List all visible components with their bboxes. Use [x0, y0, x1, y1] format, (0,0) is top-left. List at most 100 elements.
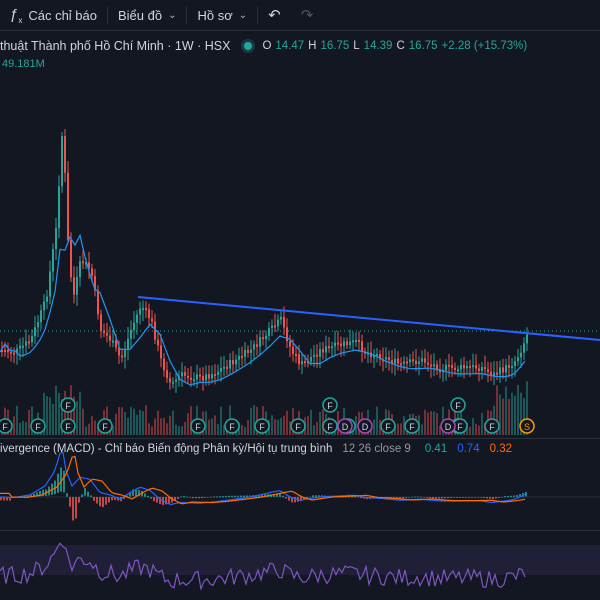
volume-bar [499, 394, 501, 435]
volume-bar [88, 423, 90, 435]
volume-bar [421, 424, 423, 435]
resistance-trendline [137, 296, 600, 341]
undo-button[interactable]: ↶ [258, 0, 291, 30]
macd-histogram-bar [321, 495, 323, 498]
event-marker [380, 418, 396, 434]
candle-body [163, 358, 165, 371]
pane-divider [0, 438, 600, 439]
candle-body [181, 372, 183, 377]
event-marker [322, 418, 338, 434]
event-marker [190, 418, 206, 434]
volume-bar [439, 425, 441, 435]
volume-bar [211, 418, 213, 435]
candle-body [193, 379, 195, 382]
volume-bar [220, 406, 222, 435]
volume-bar [253, 405, 255, 435]
macd-histogram-bar [63, 470, 65, 493]
candle-body [436, 364, 438, 371]
candle-body [19, 345, 21, 349]
candle-body [241, 355, 243, 358]
macd-histogram-bar [147, 495, 149, 498]
macd-histogram-bar [426, 497, 428, 498]
candle-body [52, 249, 54, 272]
candle-body [463, 364, 465, 369]
candle-body [103, 330, 105, 333]
volume-bar [52, 404, 54, 435]
candle-body [55, 228, 57, 250]
macd-histogram-bar [492, 497, 494, 500]
candle-body [505, 365, 507, 373]
macd-histogram-bar [129, 492, 131, 497]
candle-body [409, 359, 411, 363]
macd-histogram-bar [96, 497, 98, 504]
macd-histogram-bar [459, 497, 461, 498]
volume-bar [322, 409, 324, 435]
redo-icon: ↷ [300, 7, 314, 24]
event-marker [322, 397, 338, 413]
candle-body [502, 367, 504, 373]
candle-body [400, 363, 402, 366]
volume-bar [46, 396, 48, 435]
macd-line-value: 0.74 [457, 443, 480, 455]
candle-body [421, 358, 423, 362]
macd-histogram-bar [273, 494, 275, 497]
chart-type-dropdown[interactable]: Biểu đồ ⌄ [108, 0, 186, 30]
candle-body [91, 268, 93, 276]
event-marker [254, 418, 270, 434]
macd-histogram-bar [354, 496, 356, 498]
macd-histogram-bar [39, 491, 41, 497]
volume-bar [151, 426, 153, 435]
macd-histogram-bar [201, 497, 203, 499]
event-marker-label: F [2, 422, 8, 432]
candle-body [223, 366, 225, 369]
candle-body [187, 375, 189, 378]
event-marker [60, 418, 76, 434]
candle-body [73, 277, 75, 295]
macd-histogram-bar [348, 496, 350, 498]
macd-histogram-bar [24, 495, 26, 498]
dividend-marker [337, 418, 353, 434]
volume-bar [58, 392, 60, 435]
macd-histogram-bar [441, 497, 443, 499]
macd-histogram-bar [282, 495, 284, 498]
candle-body [142, 308, 144, 311]
event-marker-label: F [455, 401, 461, 411]
volume-bar [247, 420, 249, 435]
macd-hist-value: 0.41 [424, 443, 448, 455]
candle-body [337, 342, 339, 345]
event-marker-label: F [65, 401, 71, 411]
candle-body [466, 366, 468, 369]
macd-histogram-bar [84, 488, 86, 496]
macd-histogram-bar [177, 497, 179, 499]
macd-histogram-bar [399, 497, 401, 499]
volume-bar [172, 410, 174, 435]
candle-body [40, 310, 42, 323]
macd-histogram-bar [81, 494, 83, 497]
candle-body [475, 365, 477, 369]
macd-histogram-bar [276, 494, 278, 497]
redo-button[interactable]: ↷ [291, 0, 324, 30]
volume-bar [400, 423, 402, 435]
volume-bar [133, 408, 135, 435]
candle-body [16, 348, 18, 354]
candle-body [511, 366, 513, 369]
candle-body [205, 374, 207, 381]
profile-dropdown[interactable]: Hồ sơ ⌄ [187, 0, 257, 30]
macd-histogram-bar [186, 496, 188, 498]
macd-histogram-bar [318, 495, 320, 498]
macd-histogram-bar [510, 495, 512, 498]
volume-bar [496, 385, 498, 435]
macd-histogram-bar [264, 494, 266, 497]
volume-bar [157, 410, 159, 435]
volume-bar [55, 385, 57, 435]
indicators-button[interactable]: ƒx Các chỉ báo [0, 0, 107, 30]
candle-body [133, 322, 135, 330]
candle-body [121, 355, 123, 358]
macd-histogram-bar [174, 497, 176, 501]
candle-body [310, 357, 312, 362]
candle-body [403, 361, 405, 364]
macd-histogram-bar [156, 497, 158, 503]
candle-body [61, 136, 63, 187]
volume-bar [31, 406, 33, 435]
